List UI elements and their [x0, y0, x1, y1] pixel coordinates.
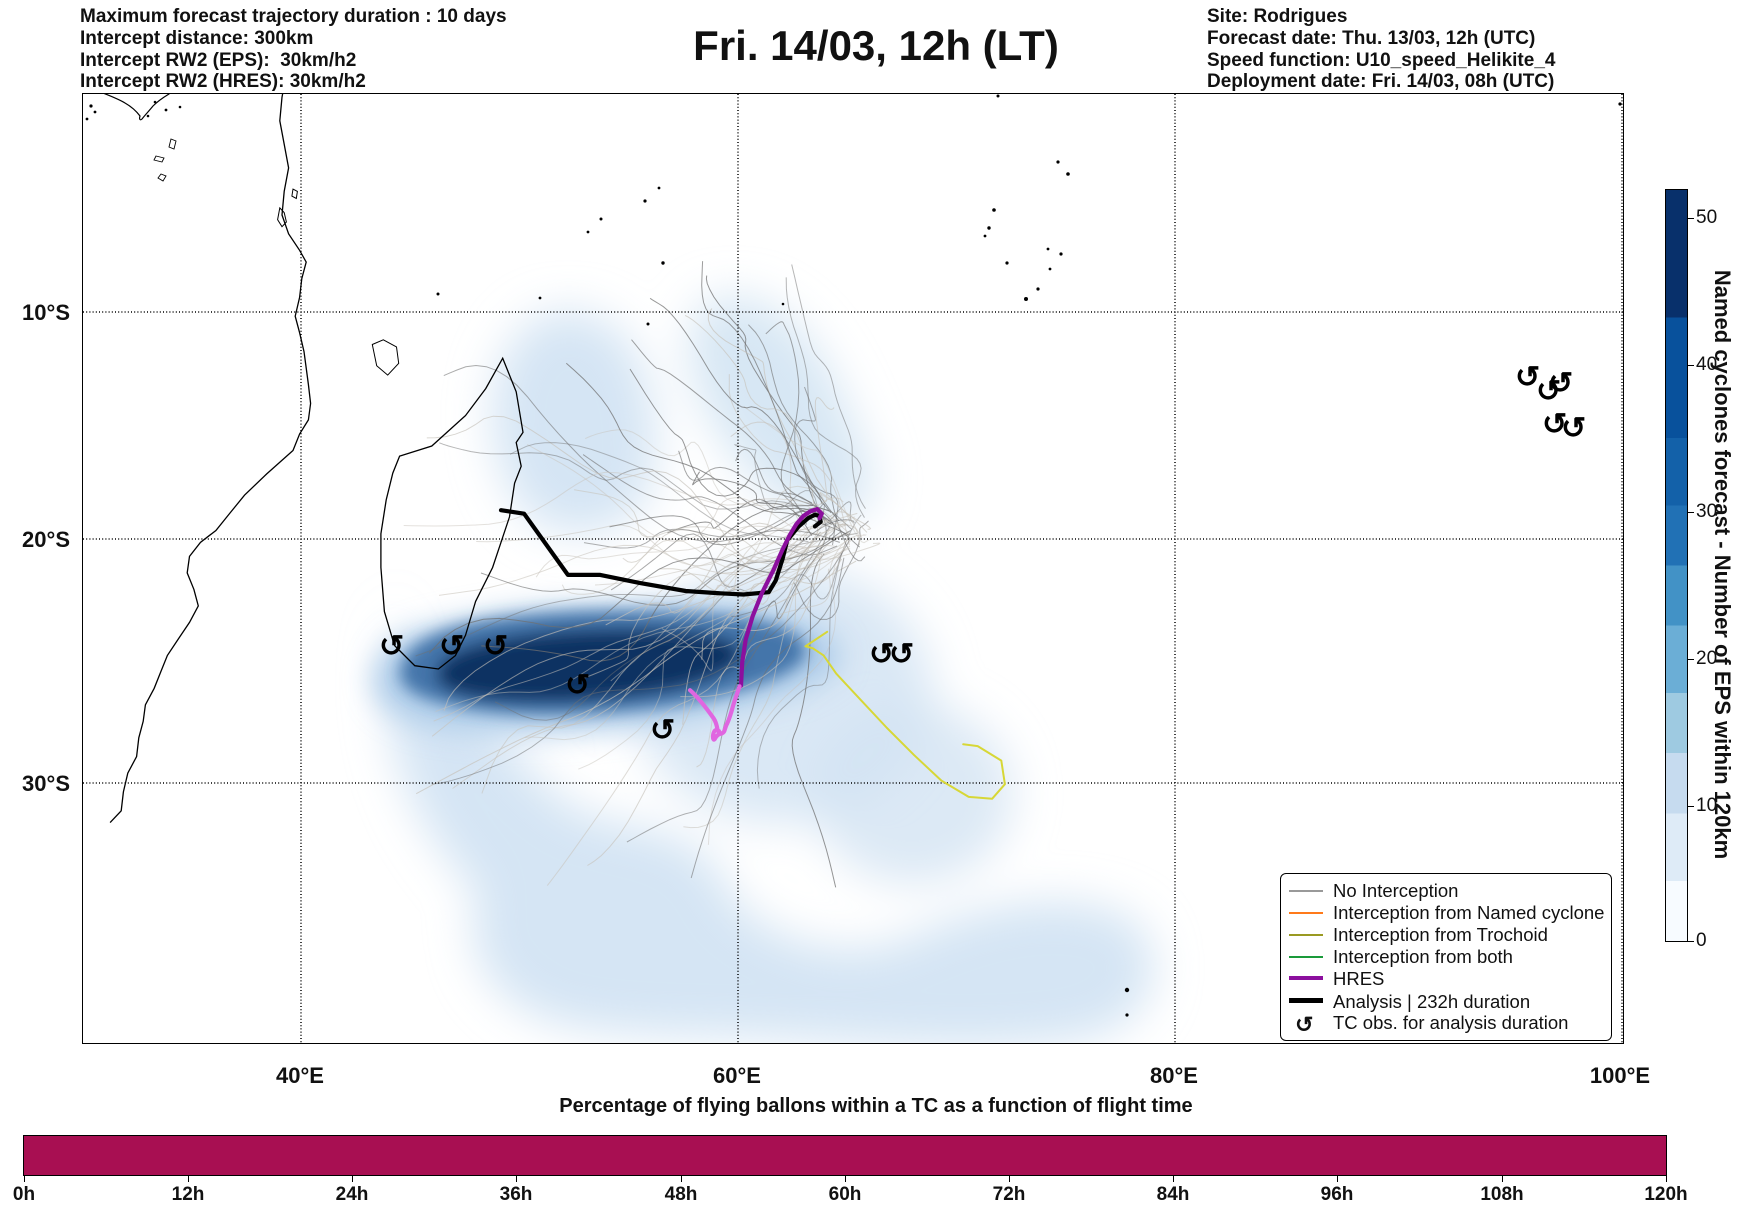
svg-text:↺: ↺ [889, 638, 914, 671]
svg-text:↺: ↺ [650, 714, 675, 747]
svg-text:↺: ↺ [379, 630, 404, 663]
svg-text:↺: ↺ [483, 630, 508, 663]
svg-text:↺: ↺ [439, 630, 464, 663]
svg-text:↺: ↺ [565, 669, 590, 702]
svg-text:↺: ↺ [1548, 367, 1573, 400]
svg-text:↺: ↺ [1561, 412, 1586, 445]
